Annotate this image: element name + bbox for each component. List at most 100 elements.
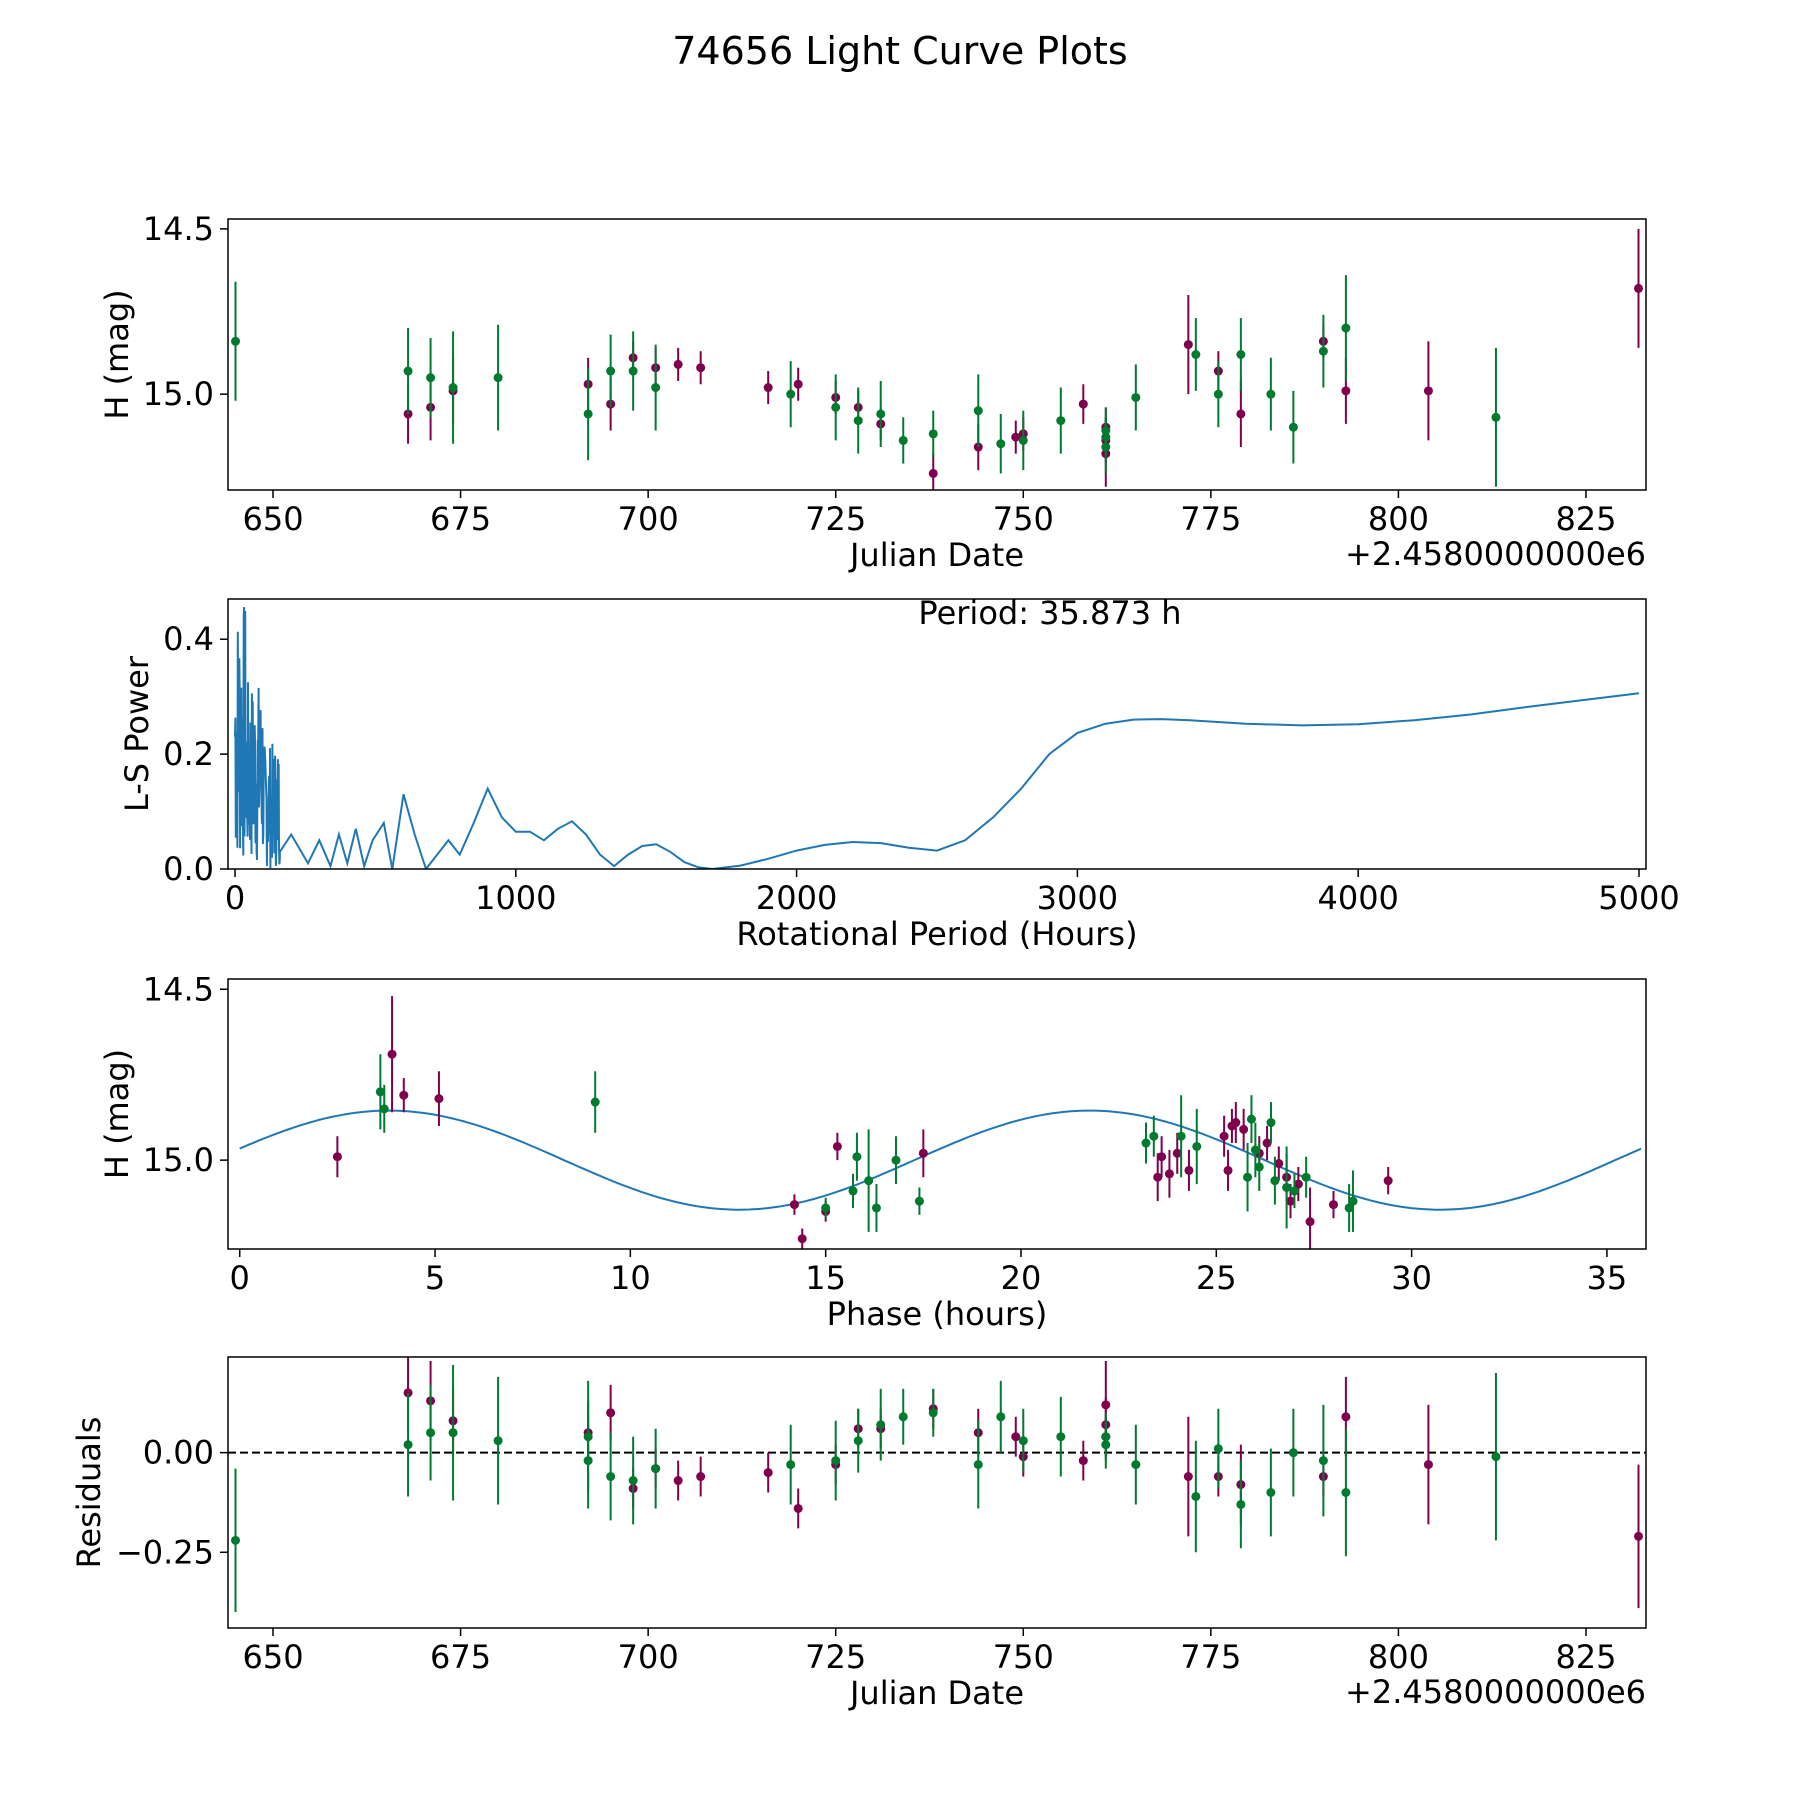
data-point — [1223, 1165, 1233, 1175]
x-tick-label: 775 — [1180, 500, 1241, 538]
data-point — [426, 373, 436, 383]
data-point — [1184, 1165, 1194, 1175]
y-tick-label: 0.4 — [163, 620, 214, 658]
data-point — [852, 1152, 862, 1162]
y-tick-label: 0.00 — [143, 1434, 214, 1472]
data-point — [1164, 1169, 1174, 1179]
data-point — [1011, 432, 1021, 442]
data-point — [853, 416, 863, 426]
panels: 650 675 700 725 750 775 800 825 14.5 15.0 Julian D… — [70, 210, 1680, 1712]
data-point — [1243, 1172, 1253, 1182]
x-tick-label: 25 — [1196, 1259, 1237, 1297]
data-point — [1254, 1162, 1264, 1172]
data-point — [876, 409, 886, 419]
data-point — [1191, 350, 1201, 359]
data-point — [996, 439, 1006, 449]
data-point — [1018, 1436, 1028, 1446]
x-axis-label: Rotational Period (Hours) — [736, 915, 1137, 953]
data-point — [996, 1412, 1006, 1422]
data-point — [918, 1148, 928, 1158]
data-point — [1239, 1124, 1249, 1134]
data-point — [1153, 1172, 1163, 1182]
data-point — [1266, 1118, 1276, 1128]
data-point — [493, 1436, 503, 1446]
data-point — [797, 1234, 807, 1244]
periodogram-line — [234, 607, 1640, 869]
axes-frame — [227, 598, 1647, 870]
data-point — [928, 429, 938, 439]
data-point — [1491, 1452, 1501, 1462]
data-point — [864, 1176, 874, 1186]
data-point — [1149, 1131, 1159, 1141]
data-point — [1274, 1159, 1284, 1169]
data-point — [1018, 435, 1028, 445]
panel-phased: 0 5 10 15 20 25 30 35 14.5 15.0 Phase (hours) H (ma… — [98, 970, 1647, 1333]
data-point — [1341, 323, 1351, 333]
data-point — [387, 1049, 397, 1059]
model-fit-curve — [239, 1109, 1642, 1211]
data-point — [673, 1476, 683, 1486]
data-point — [434, 1094, 444, 1104]
data-point — [763, 1468, 773, 1478]
y-axis-label: H (mag) — [98, 1049, 136, 1179]
data-point — [1270, 1176, 1280, 1186]
data-point — [1423, 386, 1433, 396]
data-point — [928, 1408, 938, 1418]
data-point — [651, 1464, 661, 1474]
data-point — [898, 435, 908, 445]
data-point — [1101, 442, 1111, 452]
data-point — [832, 1141, 842, 1151]
data-point — [583, 409, 593, 419]
data-point — [696, 1472, 706, 1482]
x-offset-label: +2.4580000000e6 — [1345, 535, 1646, 573]
data-point — [1341, 386, 1351, 396]
data-point — [1219, 1131, 1229, 1141]
data-point — [1176, 1131, 1186, 1141]
data-point — [379, 1104, 389, 1114]
x-tick-label: 20 — [1001, 1259, 1042, 1297]
data-point — [1236, 409, 1246, 419]
x-tick-label: 825 — [1555, 1638, 1616, 1676]
data-point — [375, 1087, 385, 1097]
data-point — [1056, 1432, 1066, 1442]
x-axis-label: Julian Date — [848, 536, 1024, 574]
data-point — [673, 359, 683, 369]
data-point — [1266, 389, 1276, 399]
data-point — [1286, 1196, 1296, 1206]
x-tick-label: 700 — [618, 500, 679, 538]
data-point — [1141, 1138, 1151, 1148]
data-point — [1078, 1456, 1088, 1466]
y-tick-label: 0.2 — [163, 735, 214, 773]
x-tick-label: 5 — [425, 1259, 445, 1297]
data-point — [606, 366, 616, 376]
data-point — [1383, 1176, 1393, 1186]
x-tick-label: 10 — [610, 1259, 651, 1297]
panel-lightcurve: 650 675 700 725 750 775 800 825 14.5 15.0 Julian D… — [98, 210, 1647, 574]
data-point — [1172, 1148, 1182, 1158]
y-tick-label: 14.5 — [143, 210, 214, 248]
plot-area — [231, 228, 1643, 490]
axes-frame — [227, 978, 1647, 1250]
data-point — [1633, 283, 1643, 293]
data-point — [1183, 1472, 1193, 1482]
data-point — [793, 379, 803, 389]
plot-area — [228, 1357, 1646, 1613]
x-offset-label: +2.4580000000e6 — [1345, 1673, 1646, 1711]
data-point — [231, 1535, 241, 1545]
data-point — [1301, 1172, 1311, 1182]
x-axis-label: Julian Date — [848, 1674, 1024, 1712]
x-tick-label: 4000 — [1317, 879, 1398, 917]
y-tick-label: 0.0 — [163, 850, 214, 888]
x-tick-label: 750 — [993, 500, 1054, 538]
y-tick-label: 15.0 — [143, 1141, 214, 1179]
data-point — [1491, 412, 1501, 422]
data-point — [1213, 1444, 1223, 1454]
y-tick-label: −0.25 — [116, 1533, 214, 1571]
y-tick-label: 15.0 — [143, 375, 214, 413]
data-point — [606, 1472, 616, 1482]
data-point — [426, 1428, 436, 1438]
data-point — [403, 366, 413, 376]
data-point — [973, 1460, 983, 1470]
data-point — [332, 1152, 342, 1162]
